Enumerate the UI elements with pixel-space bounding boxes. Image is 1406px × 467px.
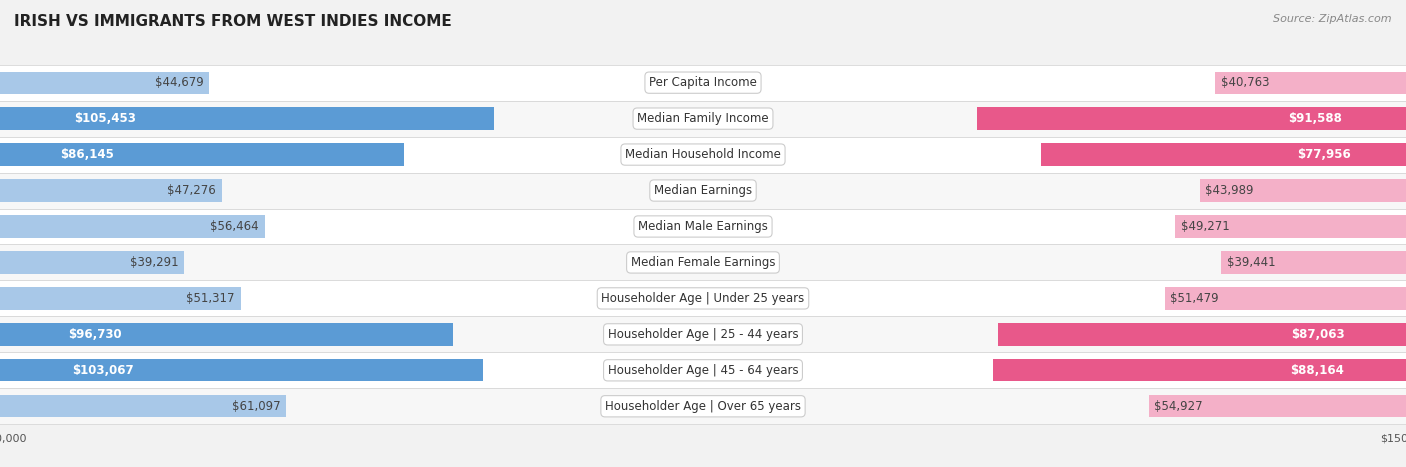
Bar [0,208,1406,244]
Bar [0,100,1406,136]
Text: $39,441: $39,441 [1227,256,1275,269]
Text: IRISH VS IMMIGRANTS FROM WEST INDIES INCOME: IRISH VS IMMIGRANTS FROM WEST INDIES INC… [14,14,451,29]
Text: $105,453: $105,453 [75,112,136,125]
Text: $61,097: $61,097 [232,400,281,413]
Text: $54,927: $54,927 [1154,400,1202,413]
Bar [1215,71,1406,94]
Text: $40,763: $40,763 [1220,76,1270,89]
Text: $96,730: $96,730 [67,328,122,341]
Bar [0,323,453,346]
Bar [0,71,209,94]
Bar [977,107,1406,130]
Text: $77,956: $77,956 [1298,148,1351,161]
Bar [993,359,1406,382]
Text: $88,164: $88,164 [1291,364,1344,377]
Text: Median Family Income: Median Family Income [637,112,769,125]
Text: Median Earnings: Median Earnings [654,184,752,197]
Bar [1149,395,1406,417]
Text: $87,063: $87,063 [1291,328,1344,341]
Bar [0,215,264,238]
Bar [0,64,1406,100]
Text: $51,479: $51,479 [1170,292,1219,305]
Bar [1175,215,1406,238]
Text: $103,067: $103,067 [73,364,134,377]
Text: Householder Age | 25 - 44 years: Householder Age | 25 - 44 years [607,328,799,341]
Bar [0,388,1406,424]
Text: Source: ZipAtlas.com: Source: ZipAtlas.com [1274,14,1392,24]
Text: $47,276: $47,276 [167,184,217,197]
Bar [0,172,1406,208]
Bar [0,143,404,166]
Text: $44,679: $44,679 [155,76,204,89]
Bar [0,251,184,274]
Bar [1164,287,1406,310]
Bar [0,280,1406,316]
Bar [0,359,484,382]
Bar [0,107,495,130]
Text: Median Household Income: Median Household Income [626,148,780,161]
Text: $56,464: $56,464 [211,220,259,233]
Text: Householder Age | 45 - 64 years: Householder Age | 45 - 64 years [607,364,799,377]
Text: Per Capita Income: Per Capita Income [650,76,756,89]
Text: $49,271: $49,271 [1181,220,1229,233]
Bar [0,316,1406,352]
Bar [1222,251,1406,274]
Text: $51,317: $51,317 [187,292,235,305]
Bar [0,179,222,202]
Bar [1040,143,1406,166]
Bar [0,136,1406,172]
Text: $86,145: $86,145 [60,148,114,161]
Text: $39,291: $39,291 [129,256,179,269]
Text: $43,989: $43,989 [1205,184,1254,197]
Text: $91,588: $91,588 [1288,112,1341,125]
Bar [1199,179,1406,202]
Text: Median Female Earnings: Median Female Earnings [631,256,775,269]
Text: Median Male Earnings: Median Male Earnings [638,220,768,233]
Bar [0,244,1406,280]
Bar [0,395,287,417]
Text: Householder Age | Over 65 years: Householder Age | Over 65 years [605,400,801,413]
Bar [0,287,240,310]
Text: Householder Age | Under 25 years: Householder Age | Under 25 years [602,292,804,305]
Bar [0,352,1406,388]
Bar [998,323,1406,346]
